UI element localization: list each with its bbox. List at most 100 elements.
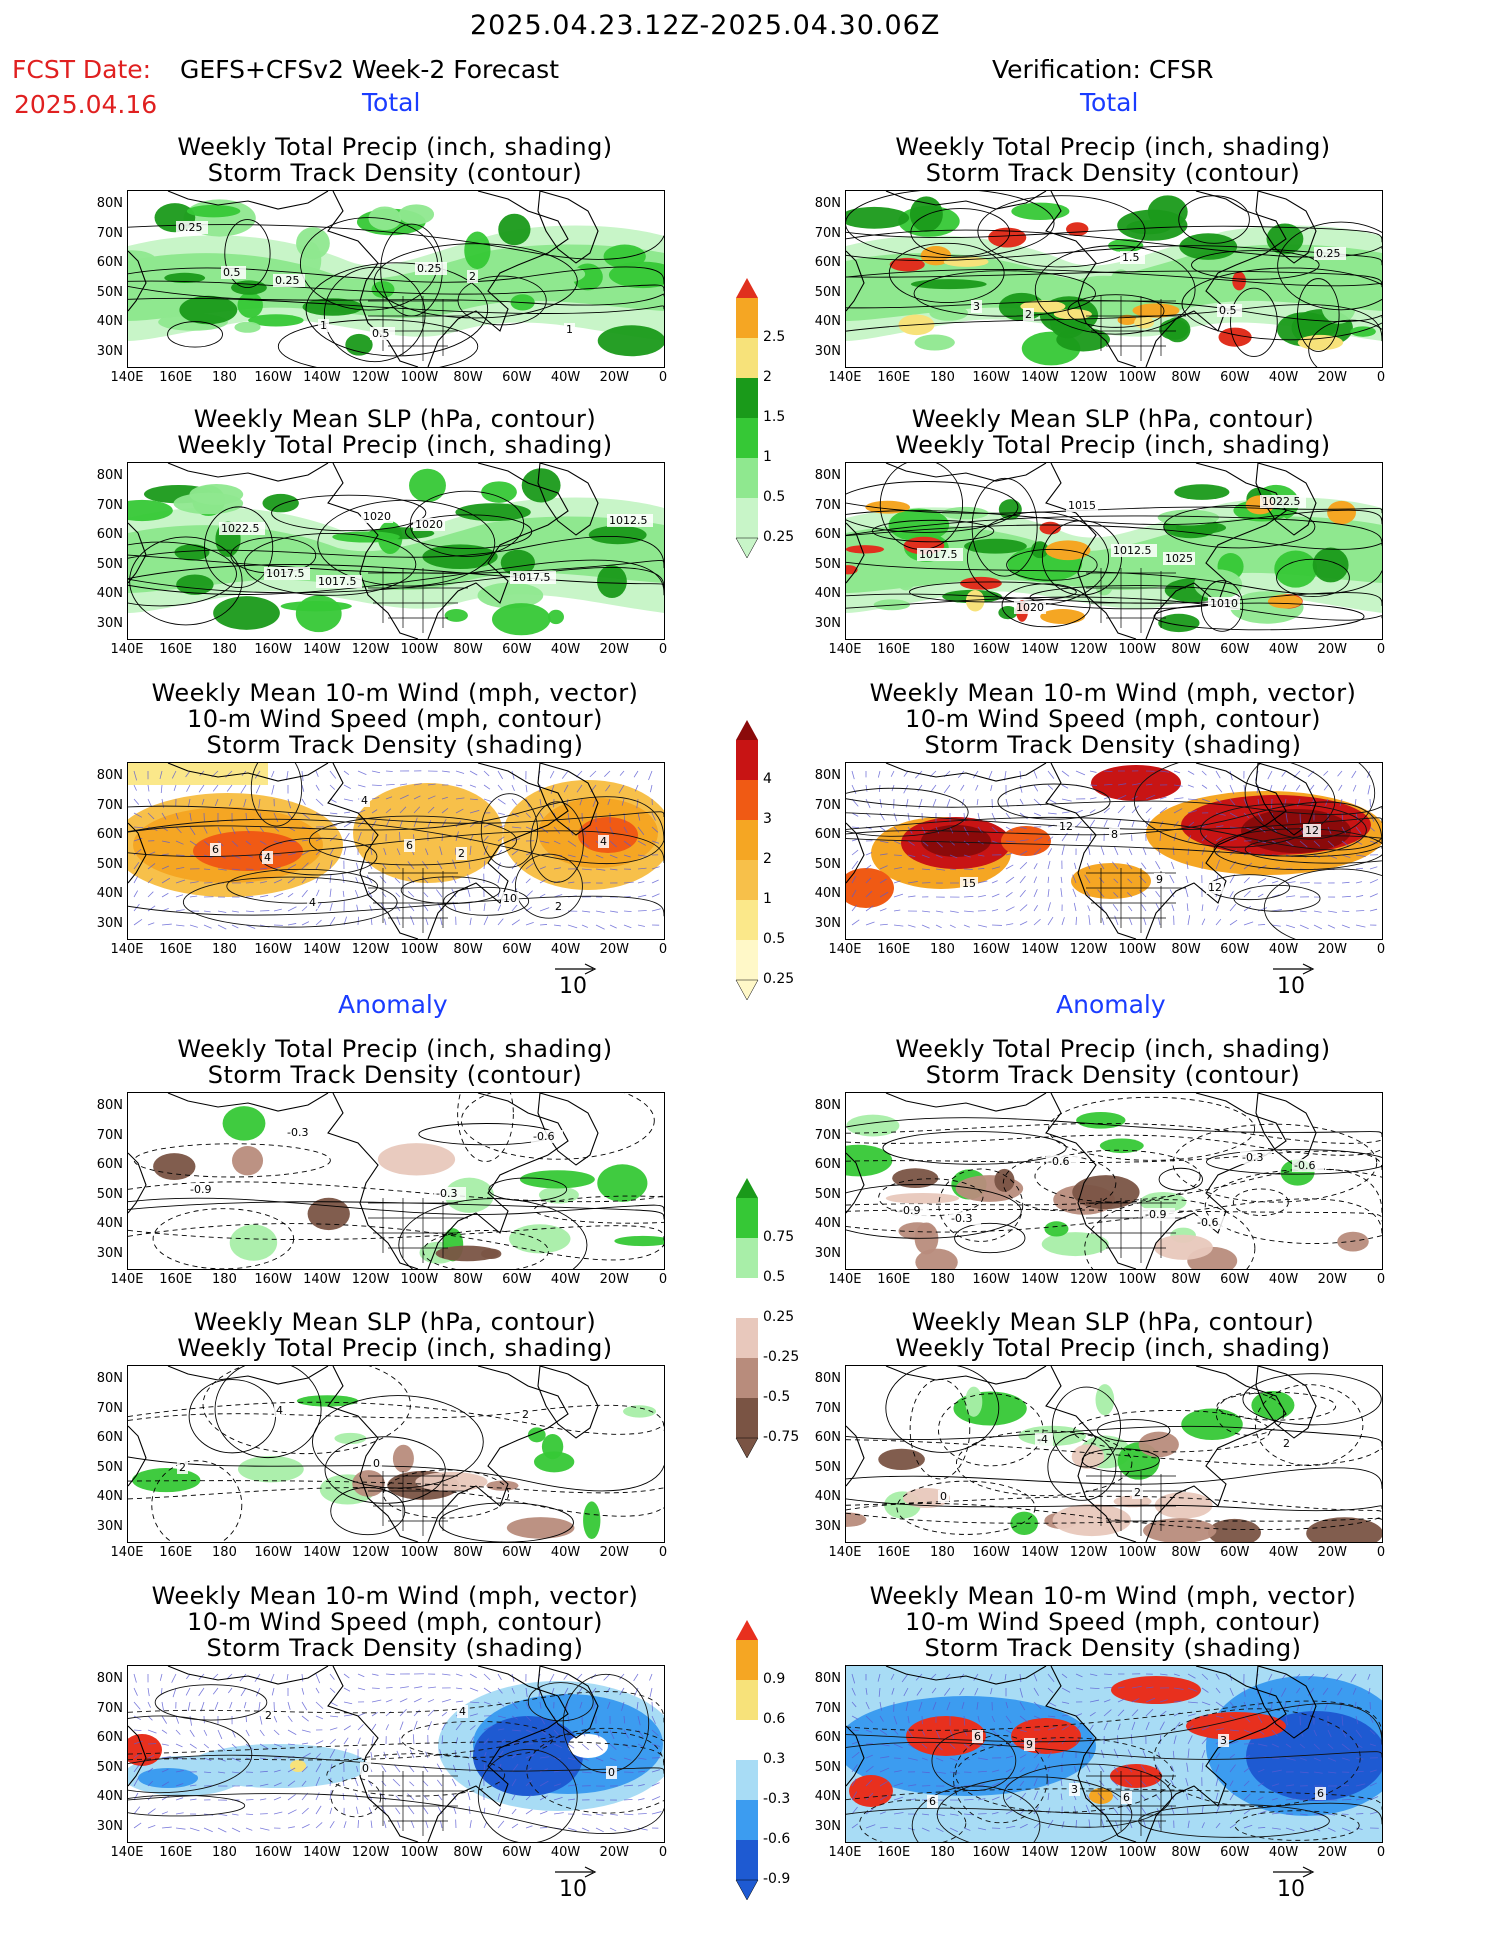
lon-label: 140W: [1018, 370, 1062, 385]
lon-label: 140E: [105, 642, 149, 657]
lon-label: 180: [202, 1545, 246, 1560]
contour-label: 3: [1071, 1783, 1078, 1796]
lon-label: 180: [202, 642, 246, 657]
lon-label: 140W: [1018, 1845, 1062, 1860]
map-panel-p8: -0.6-0.6-0.3-0.6-0.9-0.3-0.9: [845, 1092, 1383, 1270]
lon-label: 0: [1359, 1272, 1403, 1287]
panel-title-line: Weekly Total Precip (inch, shading): [845, 1335, 1381, 1361]
lat-label: 60N: [89, 1730, 123, 1745]
colorbar-tick-label: -0.75: [763, 1429, 799, 1445]
contour-label: -0.3: [1242, 1151, 1263, 1164]
colorbar-tick-label: 2.5: [763, 329, 785, 345]
lon-label: 160E: [154, 1272, 198, 1287]
section-anomaly-left: Anomaly: [338, 990, 448, 1019]
contour-label: 1017.5: [318, 575, 357, 588]
contour-label: 4: [459, 1705, 466, 1718]
lon-label: 0: [1359, 1845, 1403, 1860]
lon-label: 80W: [446, 1545, 490, 1560]
lat-label: 40N: [807, 1489, 841, 1504]
contour-label: 15: [962, 877, 976, 890]
lon-label: 160E: [154, 1545, 198, 1560]
lon-label: 40W: [544, 942, 588, 957]
lon-label: 160E: [872, 1545, 916, 1560]
lon-label: 40W: [544, 1545, 588, 1560]
lon-label: 120W: [349, 1272, 393, 1287]
contour-label: 2: [1283, 1437, 1290, 1450]
panel-title-line: Weekly Mean 10-m Wind (mph, vector): [127, 680, 663, 706]
lon-label: 60W: [495, 1272, 539, 1287]
lon-label: 100W: [1115, 1845, 1159, 1860]
contour-label: 1010: [1210, 597, 1238, 610]
lon-label: 160W: [251, 642, 295, 657]
colorbar-tick-label: 0.75: [763, 1229, 794, 1245]
contour-label: -0.3: [436, 1187, 457, 1200]
lat-label: 80N: [807, 768, 841, 783]
lon-label: 0: [641, 1845, 685, 1860]
lon-label: 140E: [823, 942, 867, 957]
lat-label: 40N: [807, 886, 841, 901]
contour-label: 1020: [415, 518, 443, 531]
panel-title-line: Weekly Total Precip (inch, shading): [127, 134, 663, 160]
lon-label: 40W: [544, 642, 588, 657]
contour-label: 2: [1134, 1486, 1141, 1499]
lat-label: 80N: [89, 1098, 123, 1113]
contour-label: 1020: [363, 510, 391, 523]
lon-label: 120W: [349, 370, 393, 385]
lon-label: 140E: [823, 1845, 867, 1860]
contour-label: 1012.5: [609, 514, 648, 527]
lon-label: 60W: [1213, 1845, 1257, 1860]
panel-title-line: Weekly Total Precip (inch, shading): [845, 1036, 1381, 1062]
vector-reference-label: 10: [559, 974, 587, 999]
colorbar-total-storm: [735, 720, 759, 1040]
lat-label: 50N: [89, 285, 123, 300]
lon-label: 140E: [823, 642, 867, 657]
section-total-left: Total: [362, 88, 420, 117]
contour-label: 6: [1123, 1791, 1130, 1804]
colorbar-tick-label: 3: [763, 811, 772, 827]
lon-label: 40W: [1262, 642, 1306, 657]
panel-title-line: 10-m Wind Speed (mph, contour): [845, 706, 1381, 732]
contour-label: 2: [265, 1709, 272, 1722]
panel-title-line: Weekly Total Precip (inch, shading): [127, 1335, 663, 1361]
lon-label: 120W: [1067, 942, 1111, 957]
lon-label: 0: [641, 1545, 685, 1560]
lon-label: 140W: [300, 370, 344, 385]
lat-label: 60N: [89, 527, 123, 542]
lat-label: 50N: [807, 285, 841, 300]
map-canvas: 20-42: [846, 1366, 1382, 1542]
lon-label: 0: [641, 1272, 685, 1287]
contour-label: 10: [503, 892, 517, 905]
lon-label: 120W: [1067, 370, 1111, 385]
contour-label: 6: [406, 839, 413, 852]
lat-label: 40N: [89, 1789, 123, 1804]
lon-label: 40W: [1262, 370, 1306, 385]
lon-label: 160W: [251, 1545, 295, 1560]
lon-label: 100W: [1115, 642, 1159, 657]
lat-label: 30N: [89, 916, 123, 931]
contour-label: 0: [373, 1457, 380, 1470]
lat-label: 70N: [807, 798, 841, 813]
lat-label: 60N: [807, 1157, 841, 1172]
contour-label: 3: [973, 300, 980, 313]
lat-label: 50N: [89, 557, 123, 572]
contour-label: 2: [458, 847, 465, 860]
contour-label: 1012.5: [1113, 544, 1152, 557]
section-total-right: Total: [1080, 88, 1138, 117]
panel-title-line: Storm Track Density (contour): [127, 1062, 663, 1088]
colorbar-tick-label: 0.9: [763, 1671, 785, 1687]
lon-label: 140W: [300, 1545, 344, 1560]
contour-label: 6: [929, 1795, 936, 1808]
lat-label: 80N: [807, 1371, 841, 1386]
contour-label: 9: [1026, 1738, 1033, 1751]
lon-label: 160W: [969, 1272, 1013, 1287]
lon-label: 100W: [397, 1545, 441, 1560]
lon-label: 60W: [495, 370, 539, 385]
lon-label: 180: [920, 1272, 964, 1287]
lon-label: 160E: [872, 1845, 916, 1860]
panel-title-line: Storm Track Density (shading): [127, 1635, 663, 1661]
contour-label: 6: [974, 1730, 981, 1743]
lon-label: 180: [202, 1845, 246, 1860]
